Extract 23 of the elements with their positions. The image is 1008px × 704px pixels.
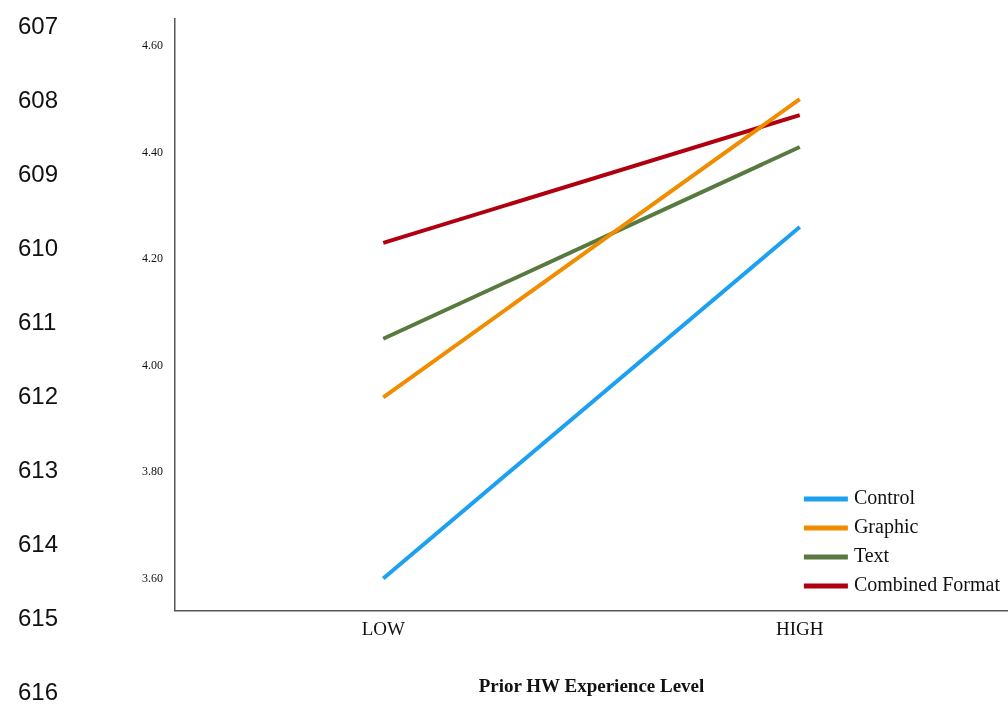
y-tick-label: 3.60 bbox=[142, 570, 163, 585]
text: 609 bbox=[18, 160, 59, 188]
y-tick-label: 3.80 bbox=[142, 464, 163, 479]
text: 616 bbox=[18, 678, 59, 704]
y-tick-label: 4.60 bbox=[142, 37, 163, 52]
text: 615 bbox=[18, 604, 59, 632]
x-axis-title: Prior HW Experience Level bbox=[478, 674, 705, 696]
y-tick-label: 4.00 bbox=[142, 357, 163, 372]
y-tick-label: 4.20 bbox=[142, 251, 163, 266]
x-tick-label: HIGH bbox=[776, 617, 824, 639]
text: 614 bbox=[18, 530, 59, 558]
text: 610 bbox=[18, 234, 59, 262]
legend-label: Graphic bbox=[853, 515, 919, 539]
text: 611 bbox=[18, 308, 57, 336]
text: 607 bbox=[18, 12, 59, 40]
text: 608 bbox=[18, 86, 59, 114]
text: 613 bbox=[18, 456, 59, 484]
x-tick-label: LOW bbox=[361, 617, 405, 639]
y-tick-label: 4.40 bbox=[142, 144, 163, 159]
legend-label: Text bbox=[853, 544, 890, 567]
text: 612 bbox=[18, 382, 59, 410]
legend-label: Control bbox=[853, 486, 916, 509]
legend-label: Combined Format bbox=[853, 573, 1001, 596]
